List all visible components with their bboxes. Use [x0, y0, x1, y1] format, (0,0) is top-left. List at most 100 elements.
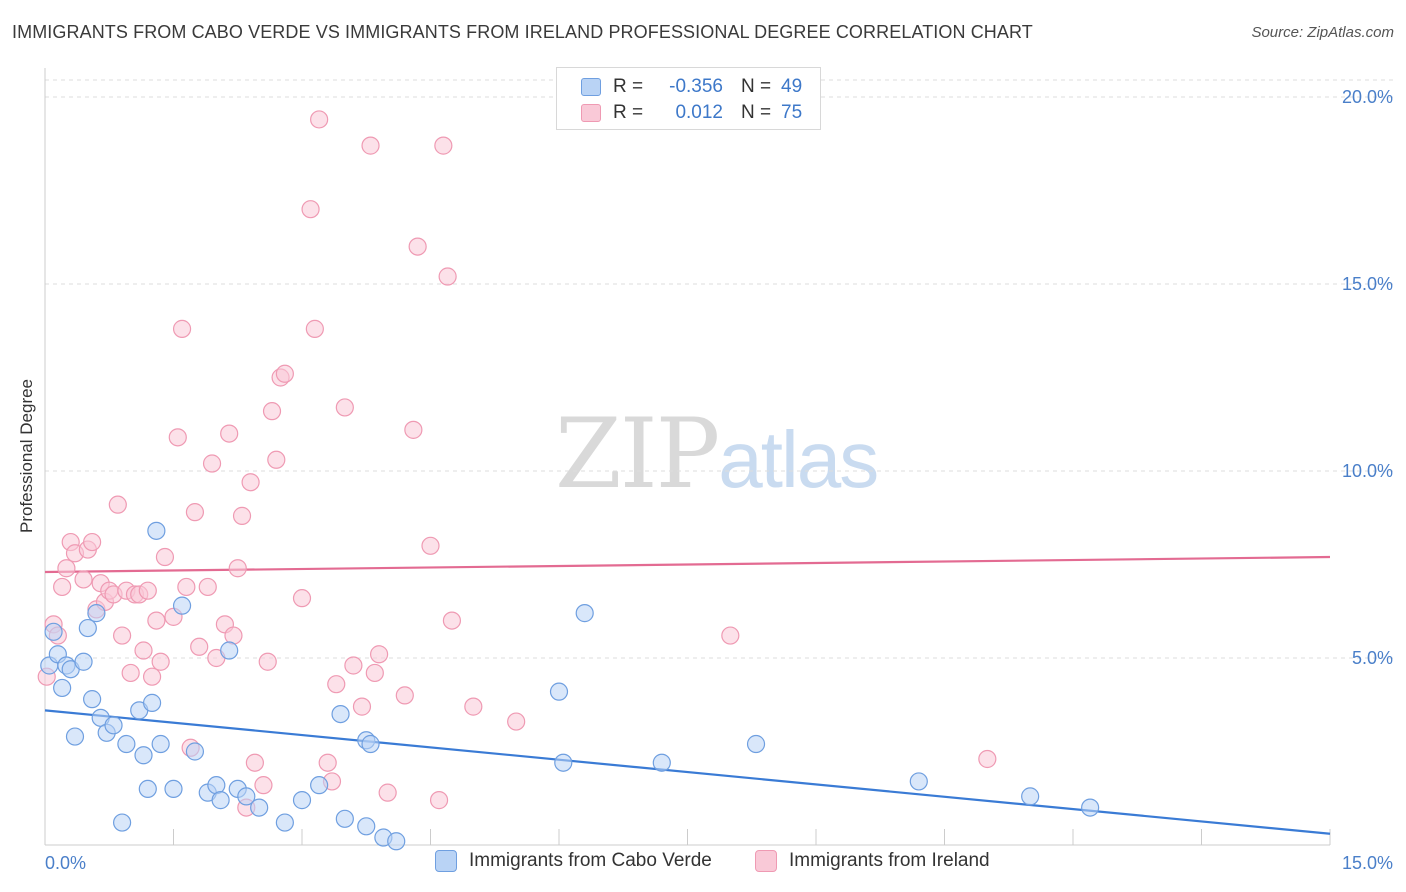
- cabo-verde-swatch: [581, 78, 601, 96]
- ireland-point: [172, 319, 192, 338]
- ireland-point: [83, 532, 102, 552]
- axes: [44, 68, 1331, 846]
- cabo-verde-point: [275, 813, 294, 832]
- ireland-point: [310, 110, 329, 129]
- r-value: 0.012: [675, 102, 723, 123]
- cabo-verde-point: [83, 690, 102, 709]
- cabo-verde-point: [138, 779, 157, 799]
- cabo-verde-legend-swatch: [435, 850, 457, 872]
- legend-label: Immigrants from Ireland: [789, 850, 990, 871]
- ireland-point: [138, 581, 157, 600]
- ireland-point: [301, 200, 320, 219]
- ireland-point: [275, 364, 294, 383]
- ireland-point: [151, 652, 170, 671]
- ireland-point: [327, 675, 346, 694]
- ireland-point: [258, 652, 277, 671]
- watermark-zip: ZIP: [555, 398, 720, 510]
- ireland-point: [108, 495, 127, 514]
- ireland-point: [344, 656, 363, 675]
- cabo-verde-point: [250, 798, 269, 817]
- cabo-verde-point: [652, 753, 671, 772]
- ireland-point: [202, 454, 222, 473]
- cabo-verde-point: [220, 641, 239, 660]
- ireland-point: [155, 547, 175, 567]
- cabo-verde-point: [746, 734, 766, 754]
- n-value: 75: [781, 102, 803, 123]
- ireland-point: [434, 136, 453, 155]
- x-tick-label: 15.0%: [1342, 853, 1393, 873]
- cabo-verde-point: [357, 817, 376, 836]
- ireland-trend-line: [44, 555, 1331, 574]
- ireland-point: [292, 589, 312, 608]
- cabo-verde-point: [53, 678, 72, 698]
- stats-legend: R = -0.356 N = 49 R = 0.012 N = 75: [556, 67, 821, 130]
- chart-title: IMMIGRANTS FROM CABO VERDE VS IMMIGRANTS…: [12, 22, 1033, 42]
- ireland-point: [438, 267, 457, 286]
- ireland-point: [318, 753, 337, 772]
- cabo-verde-point: [549, 682, 569, 701]
- n-value: 49: [781, 76, 803, 97]
- cabo-verde-point: [151, 734, 170, 754]
- ireland-point: [370, 645, 389, 664]
- y-tick-label: 5.0%: [1352, 648, 1393, 668]
- cabo-verde-point: [331, 704, 350, 724]
- cabo-verde-point: [575, 604, 594, 623]
- cabo-verde-point: [104, 716, 123, 735]
- ireland-point: [112, 626, 132, 645]
- source-credit: Source: ZipAtlas.com: [1251, 24, 1394, 41]
- watermark-atlas: atlas: [718, 415, 879, 504]
- ireland-point: [378, 783, 397, 802]
- ireland-point: [361, 136, 380, 155]
- r-value: -0.356: [669, 76, 723, 97]
- ireland-point: [507, 712, 526, 731]
- ireland-swatch: [581, 104, 601, 122]
- cabo-verde-point: [211, 791, 230, 810]
- series-legend: Immigrants from Cabo Verde Immigrants fr…: [0, 850, 1406, 878]
- ireland-point: [335, 398, 354, 417]
- ireland-point: [57, 559, 76, 578]
- ireland-point: [245, 753, 264, 772]
- y-tick-label: 20.0%: [1342, 87, 1393, 107]
- cabo-verde-point: [207, 776, 226, 795]
- y-tick-label: 10.0%: [1342, 461, 1393, 481]
- cabo-verde-point: [117, 734, 136, 754]
- tick-labels: 5.0% 10.0% 15.0% 20.0% 0.0% 15.0%: [45, 87, 1393, 873]
- ireland-point: [147, 611, 166, 630]
- ireland-point: [53, 577, 72, 597]
- ireland-point: [224, 626, 243, 645]
- r-label: R =: [613, 102, 644, 123]
- cabo-verde-point: [142, 693, 162, 712]
- cabo-verde-point: [44, 622, 63, 641]
- cabo-verde-point: [164, 779, 183, 799]
- legend-item-ireland: Immigrants from Ireland: [755, 850, 990, 872]
- cabo-verde-point: [387, 832, 406, 851]
- ireland-point: [121, 663, 140, 683]
- ireland-points: [37, 110, 997, 817]
- ireland-point: [305, 319, 324, 338]
- cabo-verde-point: [909, 772, 928, 791]
- cabo-verde-point: [134, 746, 153, 765]
- ireland-point: [134, 641, 153, 660]
- cabo-verde-point: [1021, 787, 1040, 806]
- cabo-verde-point: [147, 521, 166, 540]
- ireland-point: [168, 428, 187, 447]
- cabo-verde-point: [361, 734, 380, 754]
- stats-row-cabo-verde: R = -0.356 N = 49: [581, 74, 802, 100]
- cabo-verde-point: [172, 596, 192, 615]
- cabo-verde-points: [40, 521, 1100, 851]
- ireland-point: [177, 577, 196, 597]
- cabo-verde-point: [310, 776, 329, 795]
- ireland-point: [721, 626, 740, 645]
- watermark: ZIPatlas: [555, 398, 879, 510]
- y-tick-label: 15.0%: [1342, 274, 1393, 294]
- ireland-point: [190, 637, 209, 656]
- ireland-point: [365, 663, 384, 683]
- ireland-point: [142, 667, 162, 686]
- ireland-point: [267, 450, 286, 469]
- ireland-point: [198, 577, 217, 597]
- ireland-point: [978, 749, 997, 769]
- cabo-verde-point: [74, 652, 93, 671]
- ireland-point: [232, 506, 252, 525]
- ireland-point: [185, 503, 205, 522]
